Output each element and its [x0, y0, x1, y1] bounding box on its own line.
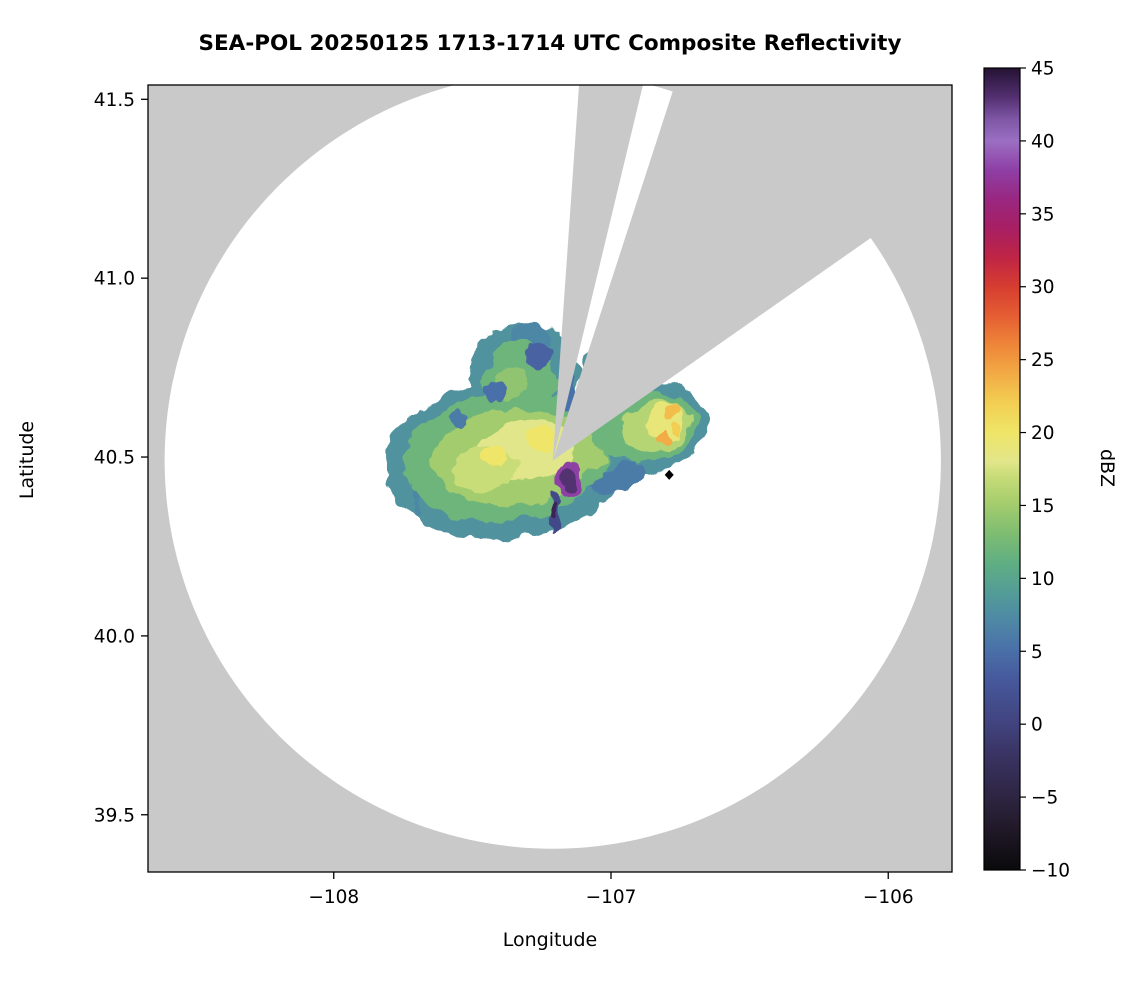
y-tick-label: 40.5 — [94, 448, 135, 469]
x-tick-label: −108 — [308, 887, 359, 908]
radar-echo — [484, 382, 505, 403]
point-marker-diamond — [664, 469, 674, 480]
colorbar-tick-label: 25 — [1031, 350, 1055, 371]
radar-echo — [592, 463, 646, 494]
radar-echo — [450, 408, 467, 427]
marker-layer — [664, 469, 674, 480]
x-tick-label: −107 — [586, 887, 637, 908]
radar-echo — [663, 404, 681, 421]
radar-echo — [572, 442, 606, 472]
radar-echo — [511, 321, 550, 347]
colorbar-tick-label: 45 — [1031, 59, 1055, 80]
radar-echo — [672, 423, 683, 434]
colorbar-tick-label: 30 — [1031, 277, 1055, 298]
radar-echo — [526, 340, 552, 366]
colorbar-tick-label: 20 — [1031, 423, 1055, 444]
radar-echo — [563, 466, 579, 494]
radar-echo — [527, 428, 556, 450]
colorbar-tick-label: 15 — [1031, 496, 1055, 517]
y-tick-label: 41.5 — [94, 90, 135, 111]
radar-echo — [657, 432, 670, 446]
plot-border — [147, 84, 953, 873]
colorbar-tick-label: −10 — [1031, 861, 1070, 882]
y-tick-label: 40.0 — [94, 626, 135, 647]
colorbar-tick-label: 10 — [1031, 569, 1055, 590]
colorbar-label: dBZ — [1096, 449, 1118, 487]
blocked-sector-wedge — [552, 85, 952, 461]
radar-echo — [548, 503, 557, 518]
colorbar-layer: 45 40 35 30 25 20 15 10 5 0 −5 −10 — [983, 59, 1070, 882]
y-tick-label: 39.5 — [94, 805, 135, 826]
blocked-sector-wedge — [552, 85, 643, 461]
colorbar-tick-label: 35 — [1031, 204, 1055, 225]
y-axis-label: Latitude — [16, 421, 38, 499]
colorbar-tick-label: 0 — [1031, 715, 1043, 736]
radar-echo — [483, 448, 506, 466]
colorbar — [983, 67, 1021, 871]
chart-title: SEA-POL 20250125 1713-1714 UTC Composite… — [199, 31, 902, 56]
x-tick-label: −106 — [863, 887, 914, 908]
radar-echo — [450, 448, 517, 492]
colorbar-tick-label: 5 — [1031, 642, 1043, 663]
axes-layer: −108 −107 −106 39.5 40.0 40.5 41.0 41.5 — [94, 84, 953, 908]
colorbar-tick-label: −5 — [1031, 788, 1058, 809]
colorbar-tick-label: 40 — [1031, 131, 1055, 152]
x-axis-label: Longitude — [503, 929, 598, 951]
y-tick-label: 41.0 — [94, 269, 135, 290]
blocked-sector-layer — [552, 85, 952, 461]
